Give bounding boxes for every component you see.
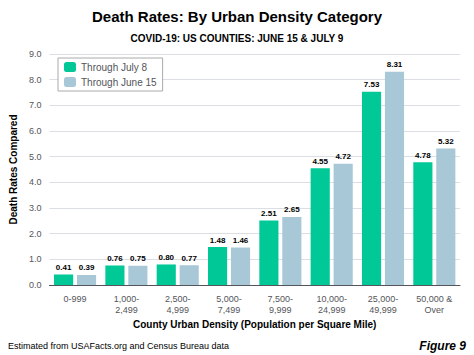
svg-text:Through June 15: Through June 15	[81, 77, 157, 88]
svg-text:4.0: 4.0	[29, 177, 42, 187]
svg-text:0-999: 0-999	[64, 294, 87, 304]
svg-text:7.53: 7.53	[364, 80, 380, 89]
svg-text:25,000-: 25,000-	[368, 294, 399, 304]
svg-text:4,999: 4,999	[166, 305, 189, 315]
svg-text:Through July 8: Through July 8	[81, 62, 148, 73]
svg-text:7,499: 7,499	[218, 305, 241, 315]
svg-text:8.31: 8.31	[387, 60, 403, 69]
svg-text:2.65: 2.65	[284, 205, 300, 214]
svg-text:0.0: 0.0	[29, 280, 42, 290]
svg-text:4.55: 4.55	[312, 157, 328, 166]
svg-text:1.46: 1.46	[233, 236, 249, 245]
svg-text:50,000 &: 50,000 &	[416, 294, 452, 304]
svg-text:7,500-: 7,500-	[268, 294, 294, 304]
svg-text:9,999: 9,999	[269, 305, 292, 315]
svg-text:8.0: 8.0	[29, 75, 42, 85]
svg-text:Death Rates Compared: Death Rates Compared	[8, 114, 19, 224]
svg-text:Figure 9: Figure 9	[419, 339, 466, 353]
svg-text:7.0: 7.0	[29, 100, 42, 110]
svg-text:3.0: 3.0	[29, 203, 42, 213]
svg-text:9.0: 9.0	[29, 49, 42, 59]
svg-text:COVID-19: US COUNTIES: JUNE 15: COVID-19: US COUNTIES: JUNE 15 & JULY 9	[131, 33, 344, 44]
svg-text:24,999: 24,999	[318, 305, 346, 315]
svg-text:Over: Over	[425, 305, 445, 315]
svg-text:10,000-: 10,000-	[316, 294, 347, 304]
svg-text:0.80: 0.80	[158, 253, 174, 262]
svg-text:5,000-: 5,000-	[216, 294, 242, 304]
svg-text:County Urban Density (Populati: County Urban Density (Population per Squ…	[133, 319, 376, 330]
svg-text:Estimated from USAFacts.org an: Estimated from USAFacts.org and Census B…	[8, 341, 229, 351]
svg-text:4.78: 4.78	[415, 151, 431, 160]
svg-text:1,000-: 1,000-	[114, 294, 140, 304]
svg-text:0.41: 0.41	[56, 263, 72, 272]
svg-text:2,499: 2,499	[115, 305, 138, 315]
svg-text:5.0: 5.0	[29, 152, 42, 162]
svg-text:49,999: 49,999	[369, 305, 397, 315]
svg-text:1.48: 1.48	[210, 236, 226, 245]
svg-text:2.51: 2.51	[261, 209, 277, 218]
svg-text:6.0: 6.0	[29, 126, 42, 136]
svg-text:2,500-: 2,500-	[165, 294, 191, 304]
svg-text:0.39: 0.39	[79, 263, 95, 272]
svg-text:Death Rates: By Urban Density: Death Rates: By Urban Density Category	[92, 8, 383, 25]
svg-text:5.32: 5.32	[438, 137, 454, 146]
svg-text:1.0: 1.0	[29, 254, 42, 264]
svg-text:0.77: 0.77	[181, 254, 197, 263]
svg-text:2.0: 2.0	[29, 229, 42, 239]
svg-text:0.75: 0.75	[130, 254, 146, 263]
svg-text:0.76: 0.76	[107, 254, 123, 263]
svg-text:4.72: 4.72	[335, 152, 351, 161]
